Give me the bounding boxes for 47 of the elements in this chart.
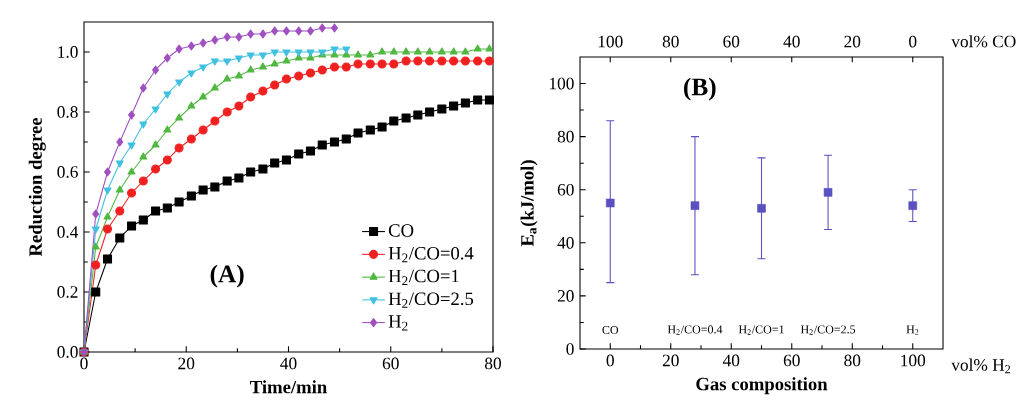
x-tick-label: 60 (783, 354, 800, 367)
annotation: H$_{2}$ (906, 325, 919, 335)
legend-label: CO (388, 224, 414, 237)
y-tick-label: 1.0 (58, 46, 78, 58)
y-tick-label: 0.2 (57, 286, 78, 298)
y-tick-label: 0.6 (57, 166, 78, 178)
annotation: CO (602, 325, 619, 335)
y-tick-label: 20 (557, 290, 574, 302)
x2-tick-label: 60 (723, 35, 740, 48)
y-tick-label: 0.0 (57, 346, 78, 358)
x-tick-label: 80 (844, 354, 861, 367)
y-axis-title: E$_{a}$(kJ/mol) (520, 160, 538, 247)
x-tick-label: 20 (178, 357, 195, 370)
x2-tick-label: 100 (598, 35, 623, 48)
x-axis-title: Gas composition (696, 377, 828, 395)
y-tick-label: 0.8 (57, 106, 78, 118)
legend-label: H$_{2}$/CO=0.4 (388, 246, 474, 263)
annotation: (A) (210, 264, 244, 288)
y-tick-label: 0.4 (57, 226, 79, 238)
x-tick-label: 80 (484, 357, 501, 370)
legend-label: H$_{2}$/CO=1 (388, 269, 459, 285)
legend-label: H$_{2}$/CO=2.5 (388, 292, 474, 308)
x-tick-label: 40 (280, 357, 297, 370)
x2-axis-title: vol% CO (951, 35, 1016, 48)
y-tick-label: 100 (549, 77, 574, 90)
y-axis-title: Reduction degree (28, 117, 46, 257)
x2-tick-label: 40 (783, 35, 800, 48)
y-tick-label: 80 (557, 130, 574, 143)
y-tick-label: 0 (566, 343, 574, 355)
x-tick-label: 0 (606, 354, 614, 367)
x2-tick-label: 20 (844, 35, 861, 48)
annotation: H$_{2}$/CO=0.4 (667, 325, 723, 335)
y-tick-label: 40 (557, 236, 574, 249)
annotation: H$_{2}$/CO=1 (738, 325, 784, 335)
x2-tick-label: 0 (909, 35, 917, 48)
annotation: H$_{2}$/CO=2.5 (800, 325, 856, 335)
x-axis-title: Time/min (250, 380, 327, 394)
legend-label: H$_{2}$ (388, 315, 408, 331)
x-tick-label: 40 (722, 354, 740, 367)
y-tick-label: 60 (557, 183, 574, 196)
text: vol% H$_{2}$ (951, 358, 1011, 374)
annotation: (B) (684, 77, 716, 101)
x-tick-label: 0 (80, 357, 88, 370)
x-tick-label: 20 (662, 354, 679, 367)
x-tick-label: 60 (382, 357, 399, 370)
x2-tick-label: 80 (662, 35, 679, 48)
x-tick-label: 100 (901, 354, 926, 367)
